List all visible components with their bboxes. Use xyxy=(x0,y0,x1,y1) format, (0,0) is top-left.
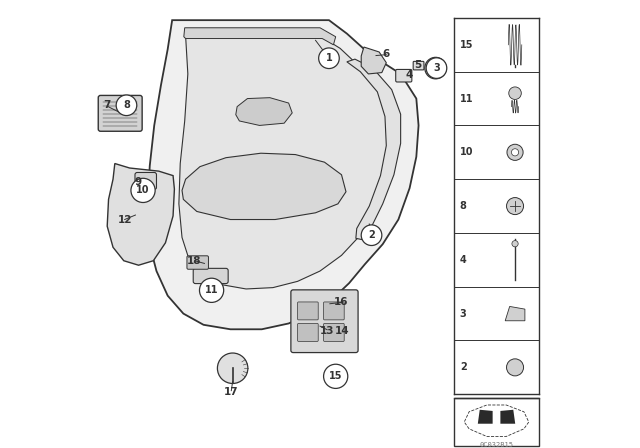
Text: 15: 15 xyxy=(460,40,473,50)
Circle shape xyxy=(509,87,522,99)
Text: 8: 8 xyxy=(460,201,467,211)
Text: 10: 10 xyxy=(460,147,473,157)
Circle shape xyxy=(218,353,248,383)
Polygon shape xyxy=(361,47,387,74)
Text: 6: 6 xyxy=(383,49,390,59)
Text: 15: 15 xyxy=(329,371,342,381)
FancyBboxPatch shape xyxy=(98,95,142,131)
Circle shape xyxy=(116,95,137,116)
FancyBboxPatch shape xyxy=(291,290,358,353)
Text: 4: 4 xyxy=(405,70,412,80)
Text: 13: 13 xyxy=(320,326,335,336)
Polygon shape xyxy=(182,153,346,220)
Polygon shape xyxy=(478,410,493,424)
Circle shape xyxy=(326,366,346,385)
Circle shape xyxy=(425,57,446,79)
Text: 7: 7 xyxy=(104,100,111,110)
Text: 8: 8 xyxy=(123,100,130,110)
Polygon shape xyxy=(184,28,335,45)
Polygon shape xyxy=(347,59,401,240)
FancyBboxPatch shape xyxy=(193,268,228,284)
Polygon shape xyxy=(236,98,292,125)
FancyBboxPatch shape xyxy=(135,172,156,190)
Text: 18: 18 xyxy=(188,256,202,266)
Circle shape xyxy=(319,48,339,69)
Text: 5: 5 xyxy=(414,60,421,70)
FancyBboxPatch shape xyxy=(324,323,344,341)
Circle shape xyxy=(506,198,524,215)
Text: 16: 16 xyxy=(334,297,349,307)
Circle shape xyxy=(361,225,382,246)
FancyBboxPatch shape xyxy=(187,256,209,269)
Text: 14: 14 xyxy=(335,326,349,336)
Circle shape xyxy=(507,144,523,160)
FancyBboxPatch shape xyxy=(298,323,318,341)
Circle shape xyxy=(512,241,518,247)
Text: 17: 17 xyxy=(224,387,239,397)
Text: 2: 2 xyxy=(460,362,467,372)
Polygon shape xyxy=(107,164,174,265)
Text: 9: 9 xyxy=(134,177,141,187)
Polygon shape xyxy=(179,36,396,289)
Circle shape xyxy=(506,359,524,376)
FancyBboxPatch shape xyxy=(324,302,344,320)
Text: 2: 2 xyxy=(368,230,375,240)
Text: 11: 11 xyxy=(205,285,218,295)
FancyBboxPatch shape xyxy=(396,69,412,82)
Text: 10: 10 xyxy=(136,185,150,195)
FancyBboxPatch shape xyxy=(413,61,424,70)
Circle shape xyxy=(200,278,224,302)
Text: 4: 4 xyxy=(460,255,467,265)
Circle shape xyxy=(131,178,155,202)
Text: 11: 11 xyxy=(460,94,473,103)
Text: 3: 3 xyxy=(433,63,440,73)
FancyBboxPatch shape xyxy=(298,302,318,320)
Text: 1: 1 xyxy=(326,53,332,63)
Circle shape xyxy=(511,149,518,156)
Circle shape xyxy=(426,58,447,78)
FancyBboxPatch shape xyxy=(454,398,539,446)
Circle shape xyxy=(324,364,348,388)
Text: 0C032B15: 0C032B15 xyxy=(479,442,513,448)
Text: 3: 3 xyxy=(460,309,467,319)
Polygon shape xyxy=(500,410,515,424)
Text: 12: 12 xyxy=(117,215,132,225)
Polygon shape xyxy=(505,306,525,321)
Polygon shape xyxy=(147,20,419,329)
